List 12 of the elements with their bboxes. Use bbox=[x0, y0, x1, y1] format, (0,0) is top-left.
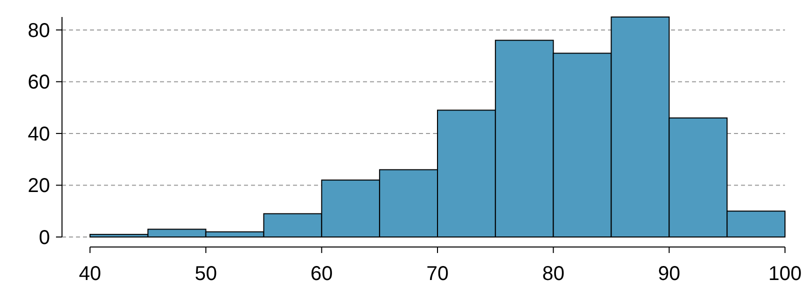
x-tick-label: 60 bbox=[310, 263, 333, 285]
x-tick-label: 100 bbox=[768, 263, 802, 285]
y-tick-label: 20 bbox=[28, 175, 50, 198]
x-tick-label: 40 bbox=[78, 263, 102, 285]
x-tick-label: 50 bbox=[194, 263, 217, 285]
y-tick-label: 40 bbox=[28, 123, 50, 146]
y-tick-label: 80 bbox=[28, 20, 50, 42]
x-tick-label: 70 bbox=[426, 263, 449, 285]
x-tick-label: 80 bbox=[542, 263, 564, 285]
y-tick-label: 0 bbox=[38, 227, 50, 249]
x-tick-label: 90 bbox=[658, 263, 680, 285]
y-tick-label: 60 bbox=[28, 72, 50, 94]
